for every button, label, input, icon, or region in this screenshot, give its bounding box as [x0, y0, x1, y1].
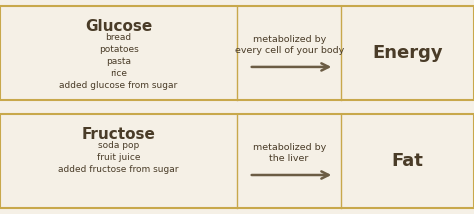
Text: Fat: Fat	[392, 152, 424, 170]
Text: metabolized by: metabolized by	[253, 34, 326, 43]
Bar	[0, 114, 474, 208]
Text: added glucose from sugar: added glucose from sugar	[59, 81, 178, 90]
Text: soda pop: soda pop	[98, 141, 139, 150]
Text: Energy: Energy	[373, 44, 443, 62]
Text: potatoes: potatoes	[99, 45, 138, 54]
Text: pasta: pasta	[106, 57, 131, 66]
Text: metabolized by: metabolized by	[253, 143, 326, 152]
Text: rice: rice	[110, 69, 127, 78]
Text: added fructose from sugar: added fructose from sugar	[58, 165, 179, 174]
Text: Fructose: Fructose	[82, 128, 155, 143]
Text: Glucose: Glucose	[85, 19, 152, 34]
Text: every cell of your body: every cell of your body	[235, 46, 344, 55]
Bar	[0, 6, 474, 100]
Text: bread: bread	[105, 33, 132, 42]
Text: fruit juice: fruit juice	[97, 153, 140, 162]
Text: the liver: the liver	[269, 154, 309, 163]
